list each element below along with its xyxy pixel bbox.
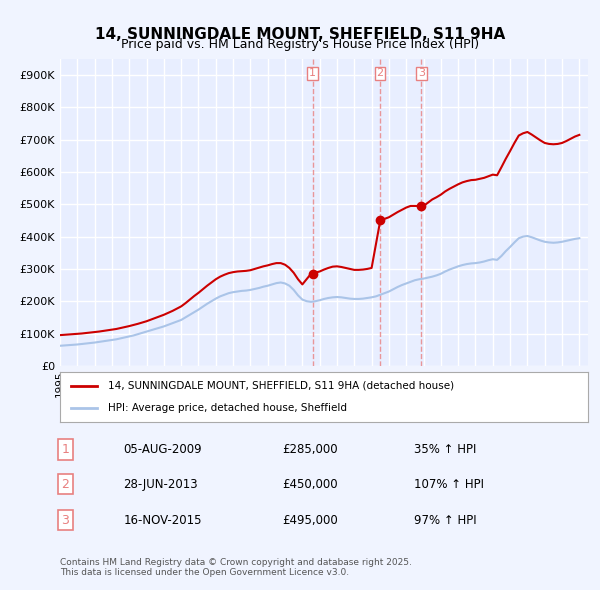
Text: £495,000: £495,000	[282, 513, 338, 527]
Text: 1: 1	[309, 68, 316, 78]
Text: 107% ↑ HPI: 107% ↑ HPI	[414, 478, 484, 491]
Text: 97% ↑ HPI: 97% ↑ HPI	[414, 513, 476, 527]
Text: 1: 1	[61, 443, 69, 456]
Text: 28-JUN-2013: 28-JUN-2013	[124, 478, 198, 491]
Text: 3: 3	[418, 68, 425, 78]
Text: 35% ↑ HPI: 35% ↑ HPI	[414, 443, 476, 456]
Text: 3: 3	[61, 513, 69, 527]
Text: 14, SUNNINGDALE MOUNT, SHEFFIELD, S11 9HA: 14, SUNNINGDALE MOUNT, SHEFFIELD, S11 9H…	[95, 27, 505, 41]
Text: £450,000: £450,000	[282, 478, 337, 491]
Text: £285,000: £285,000	[282, 443, 337, 456]
Text: Price paid vs. HM Land Registry's House Price Index (HPI): Price paid vs. HM Land Registry's House …	[121, 38, 479, 51]
Text: HPI: Average price, detached house, Sheffield: HPI: Average price, detached house, Shef…	[107, 403, 347, 413]
Text: 16-NOV-2015: 16-NOV-2015	[124, 513, 202, 527]
Text: 2: 2	[61, 478, 69, 491]
Text: Contains HM Land Registry data © Crown copyright and database right 2025.
This d: Contains HM Land Registry data © Crown c…	[60, 558, 412, 577]
Text: 14, SUNNINGDALE MOUNT, SHEFFIELD, S11 9HA (detached house): 14, SUNNINGDALE MOUNT, SHEFFIELD, S11 9H…	[107, 381, 454, 391]
Text: 05-AUG-2009: 05-AUG-2009	[124, 443, 202, 456]
Text: 2: 2	[377, 68, 383, 78]
